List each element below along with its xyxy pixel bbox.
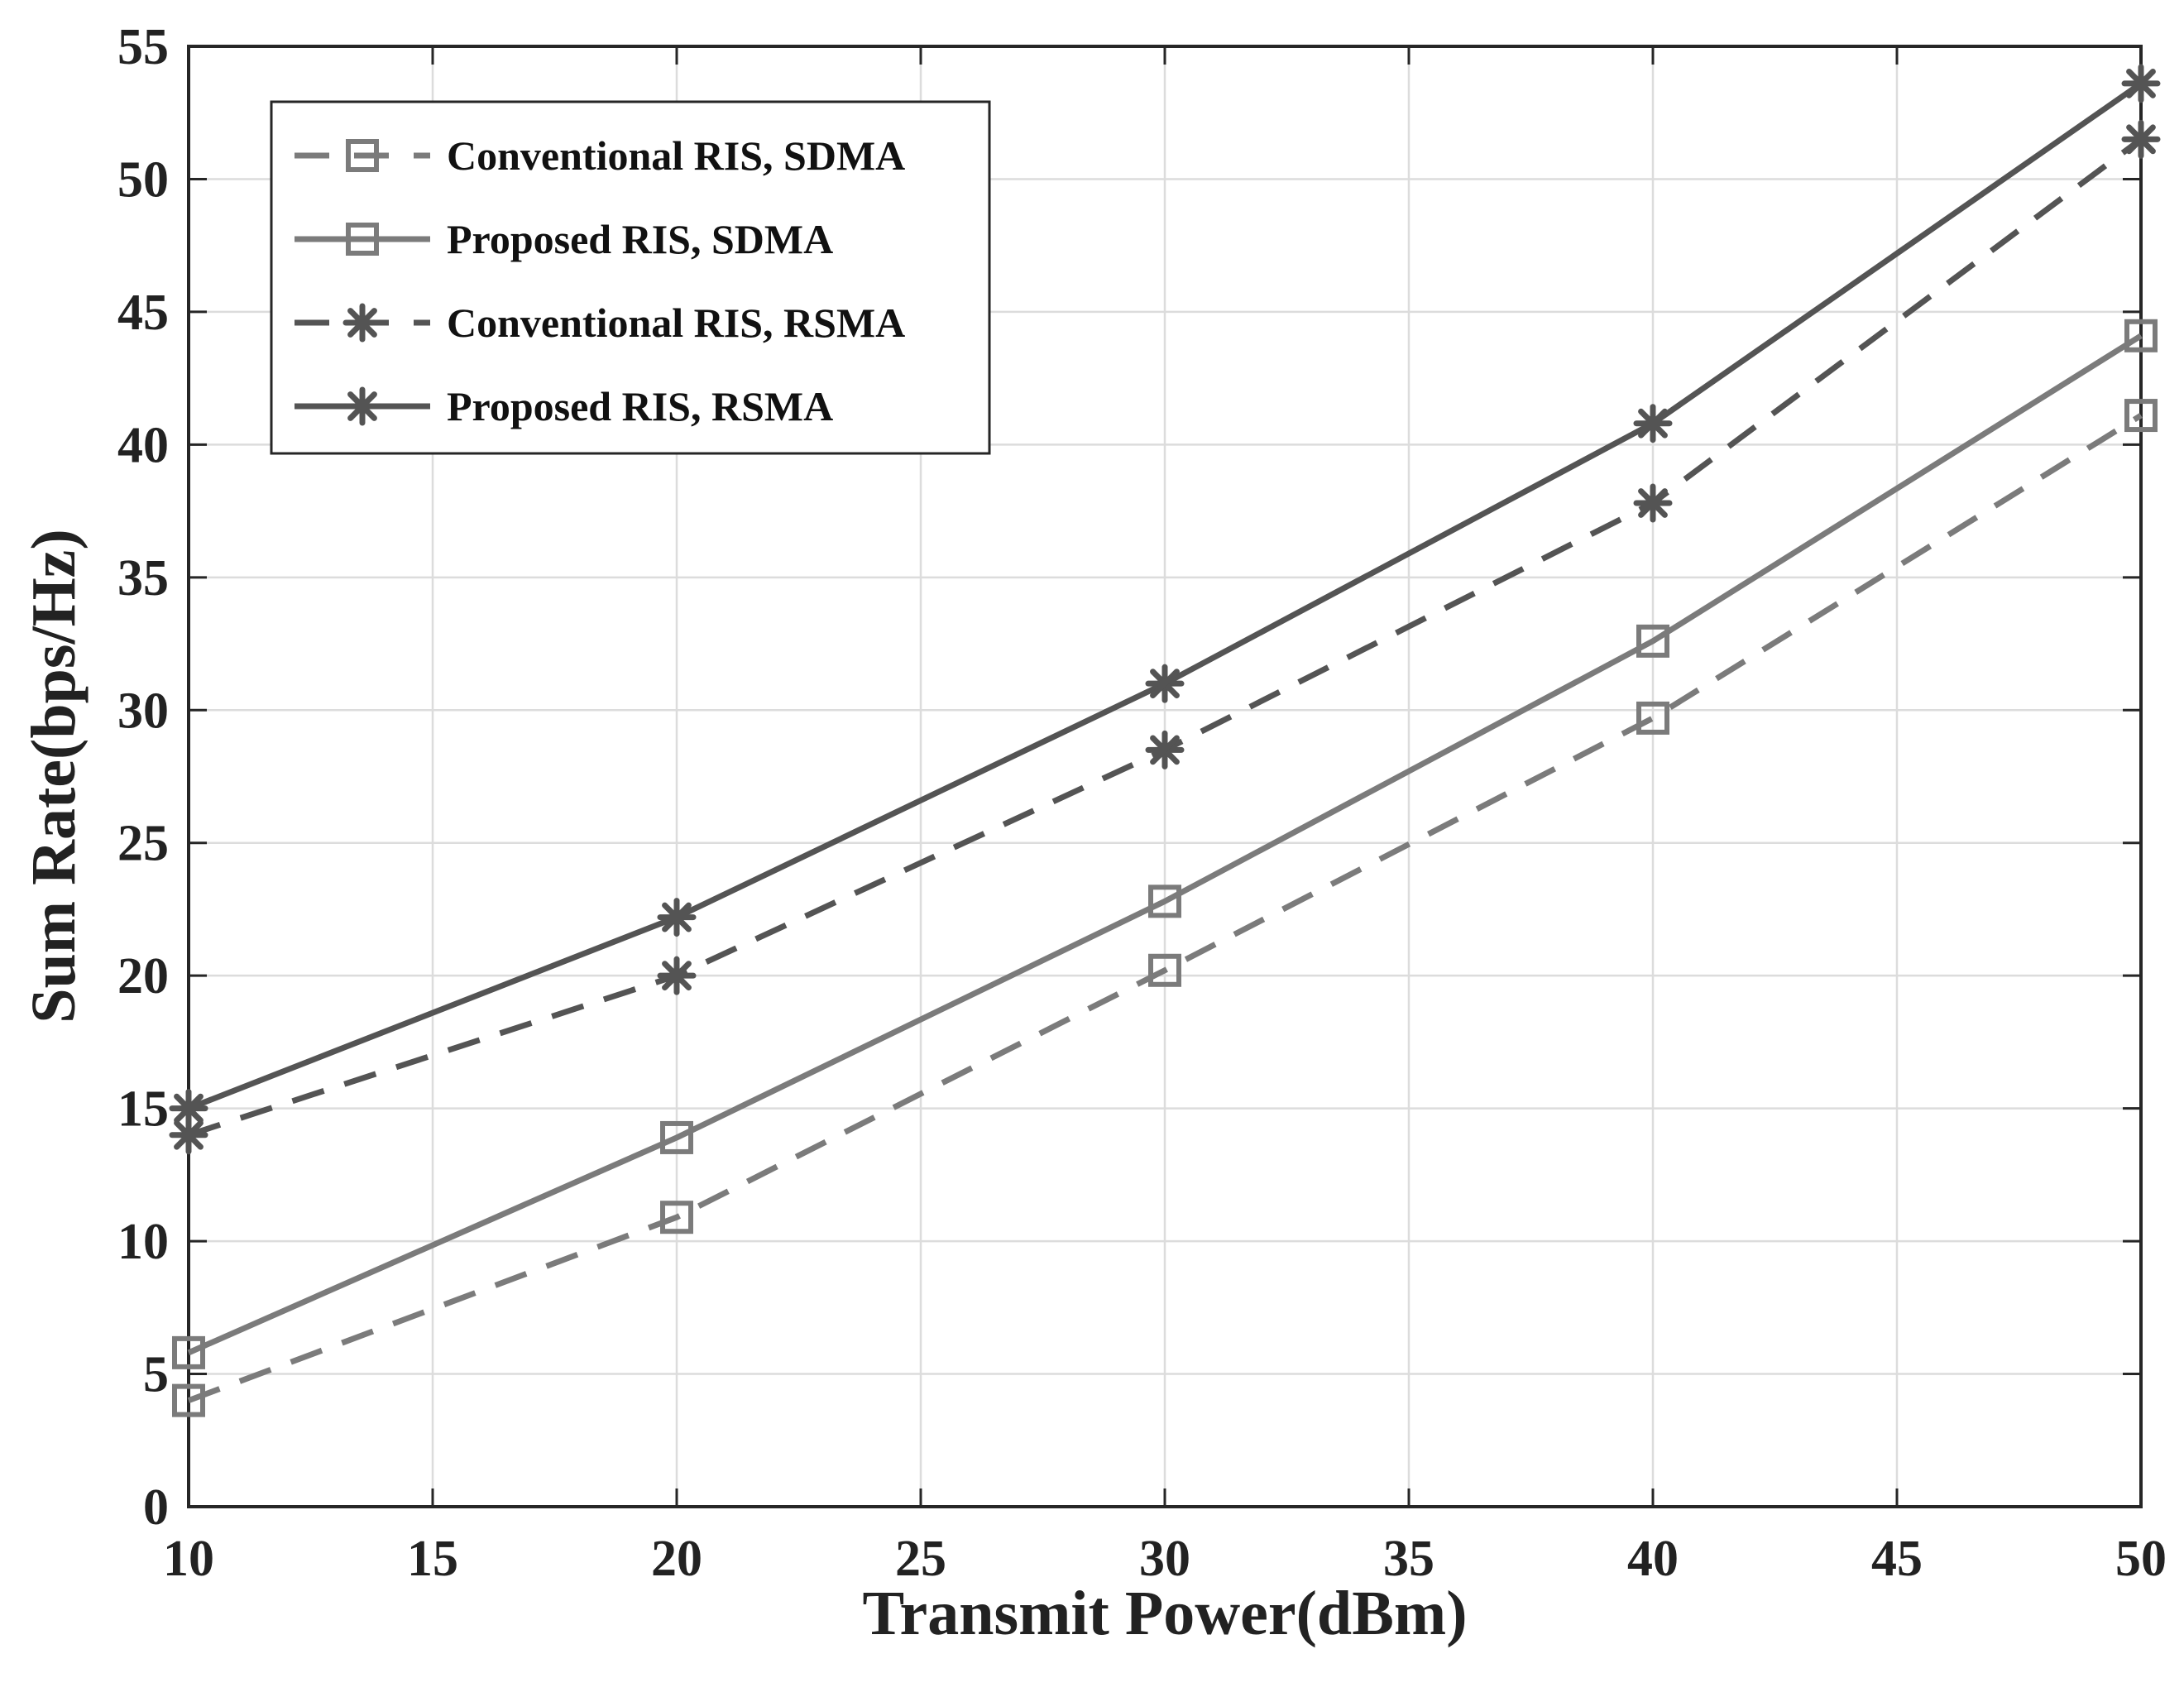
legend-label: Conventional RIS, RSMA <box>447 300 905 346</box>
data-point-marker <box>660 1201 693 1234</box>
x-tick-label: 30 <box>1139 1531 1190 1587</box>
data-point-marker <box>1148 953 1181 987</box>
data-point-marker <box>1636 624 1669 658</box>
y-axis-label: Sum Rate(bps/Hz) <box>19 529 89 1023</box>
y-tick-label: 20 <box>117 948 169 1004</box>
data-point-marker <box>1148 884 1181 918</box>
data-point-marker <box>1636 701 1669 735</box>
x-tick-label: 10 <box>163 1531 214 1587</box>
legend-label: Conventional RIS, SDMA <box>447 132 905 179</box>
data-point-marker <box>2121 64 2161 103</box>
data-point-marker <box>172 1383 205 1417</box>
y-tick-label: 10 <box>117 1214 169 1270</box>
y-tick-label: 40 <box>117 417 169 473</box>
legend-box <box>270 100 991 455</box>
data-point-marker <box>172 1335 205 1369</box>
data-point-marker <box>660 1120 693 1154</box>
series-line <box>187 333 2143 1356</box>
x-axis-label: Transmit Power(dBm) <box>862 1579 1467 1648</box>
legend-label: Proposed RIS, SDMA <box>447 216 833 262</box>
data-point-marker <box>1145 664 1185 703</box>
data-point-marker <box>1145 730 1185 769</box>
legend-item: Conventional RIS, SDMA <box>295 132 905 179</box>
data-series <box>169 64 2161 1417</box>
data-point-marker <box>2124 319 2158 352</box>
legend-items: Conventional RIS, SDMA Proposed RIS, SDMA… <box>295 132 905 429</box>
data-point-marker <box>657 898 697 937</box>
x-tick-label: 45 <box>1871 1531 1923 1587</box>
legend: Conventional RIS, SDMA Proposed RIS, SDMA… <box>270 100 991 455</box>
series-line <box>187 413 2143 1403</box>
series-2 <box>172 319 2158 1369</box>
y-tick-label: 15 <box>117 1081 169 1138</box>
data-point-marker <box>2121 119 2161 159</box>
y-tick-label: 5 <box>143 1347 169 1403</box>
series-1 <box>172 399 2158 1417</box>
legend-label: Proposed RIS, RSMA <box>447 383 833 429</box>
y-tick-label: 45 <box>117 285 169 341</box>
y-tick-label: 55 <box>117 19 169 75</box>
y-tick-label: 35 <box>117 550 169 606</box>
data-point-marker <box>657 956 697 995</box>
y-tick-label: 0 <box>143 1479 169 1536</box>
x-tick-label: 15 <box>407 1531 458 1587</box>
y-tick-label: 50 <box>117 151 169 208</box>
legend-item: Conventional RIS, RSMA <box>295 300 905 346</box>
data-point-marker <box>169 1089 208 1129</box>
legend-marker <box>342 386 382 426</box>
y-tick-label: 30 <box>117 683 169 739</box>
x-tick-label: 50 <box>2115 1531 2167 1587</box>
legend-marker <box>346 223 379 256</box>
y-tick-label: 25 <box>117 816 169 872</box>
legend-marker <box>346 139 379 172</box>
data-point-marker <box>1633 404 1673 443</box>
x-tick-label: 20 <box>651 1531 702 1587</box>
legend-item: Proposed RIS, RSMA <box>295 383 833 429</box>
legend-marker <box>342 303 382 343</box>
series-4 <box>169 64 2161 1129</box>
data-point-marker <box>2124 399 2158 433</box>
x-tick-label: 25 <box>895 1531 946 1587</box>
x-tick-label: 35 <box>1383 1531 1434 1587</box>
x-tick-label: 40 <box>1627 1531 1679 1587</box>
data-point-marker <box>1633 483 1673 523</box>
legend-item: Proposed RIS, SDMA <box>295 216 833 262</box>
axis-ticks: 10 15 20 25 30 35 40 45 50 0 5 10 15 20 25 30 35 40 45 50 55 <box>117 19 2167 1587</box>
